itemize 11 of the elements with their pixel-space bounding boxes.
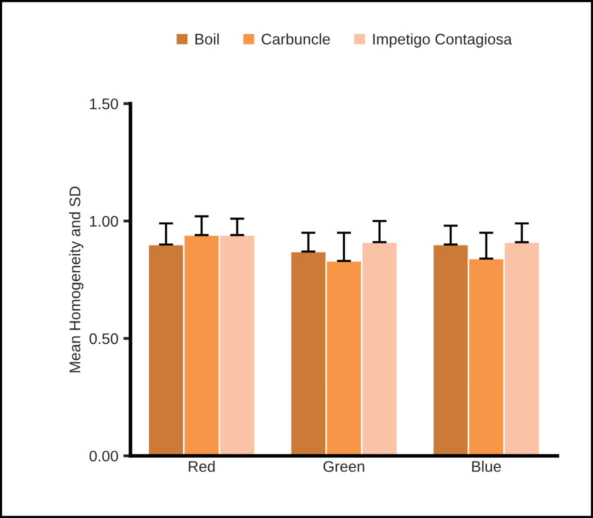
y-tick-label: 1.50 [90, 98, 118, 110]
y-tick-label: 0.50 [90, 333, 118, 344]
legend-label: Boil [195, 33, 219, 45]
legend-label: Carbuncle [262, 33, 330, 45]
y-tick-label: 1.00 [90, 216, 118, 227]
y-axis-title: Mean Homogeneity and SD [69, 186, 84, 372]
x-tick-label: Green [323, 461, 364, 472]
x-tick-label: Red [188, 460, 215, 472]
x-tick-label: Blue [472, 460, 501, 472]
legend-label: Impetigo Contagiosa [373, 33, 512, 48]
y-tick-label: 0.00 [90, 450, 118, 462]
